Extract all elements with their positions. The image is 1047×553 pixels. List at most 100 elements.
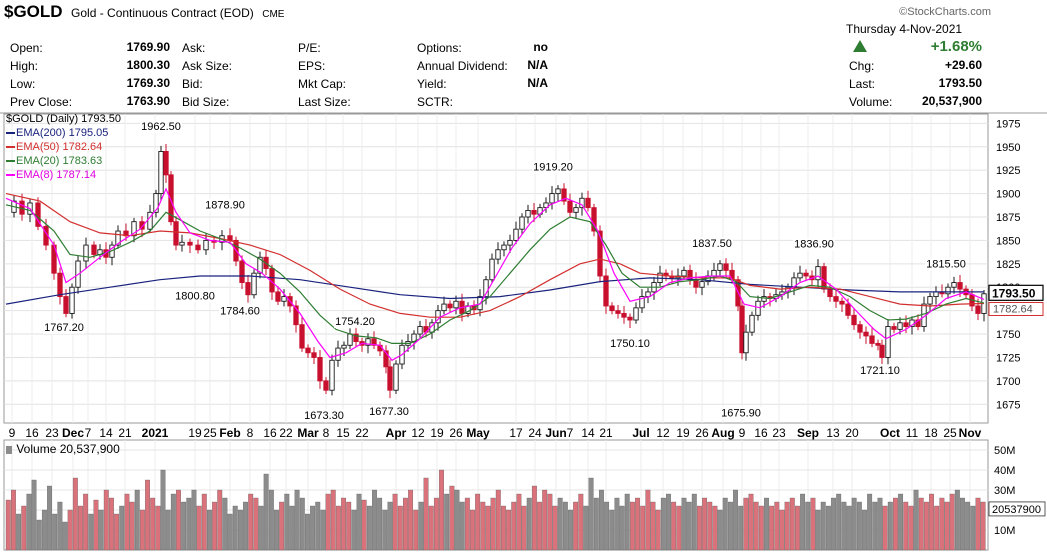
candle-body <box>609 305 615 312</box>
volume-bar <box>970 505 976 551</box>
candle-body <box>239 260 245 283</box>
y-tick-label: 1725 <box>996 352 1020 364</box>
candle-body <box>417 326 423 335</box>
volume-bar <box>583 505 589 551</box>
volume-bar <box>769 505 775 551</box>
candle-body <box>187 241 193 246</box>
volume-bar <box>686 501 692 551</box>
y-tick-label: 1750 <box>996 329 1020 341</box>
x-tick-label: 9 <box>9 426 16 440</box>
x-tick-label: 12 <box>411 426 425 440</box>
brand-watermark: ©StockCharts.com <box>899 6 991 18</box>
candle-body <box>585 197 591 209</box>
volume-bar <box>918 497 924 551</box>
volume-bar <box>310 505 316 551</box>
x-tick-label: 7 <box>567 426 574 440</box>
candle-body <box>495 249 501 260</box>
candle-body <box>179 241 185 246</box>
candle-body <box>603 275 609 307</box>
y-tick-label: 1675 <box>996 399 1020 411</box>
volume-last-tag: 20537900 <box>992 504 1041 516</box>
volume-bar <box>588 477 594 551</box>
volume-bar <box>170 493 176 551</box>
volume-bar <box>624 493 630 551</box>
mkt-cap-label: Mkt Cap: <box>298 77 347 91</box>
x-tick-label: Apr <box>386 426 407 440</box>
volume-tick-label: 10M <box>994 525 1015 537</box>
volume-bar <box>841 501 847 551</box>
candle-body <box>115 230 121 246</box>
x-tick-label: 17 <box>509 426 523 440</box>
dividend-label: Annual Dividend: <box>417 59 508 73</box>
volume-bar <box>366 505 372 551</box>
pct-change: +1.68% <box>930 38 982 55</box>
volume-bar <box>93 499 99 551</box>
candle-body <box>879 344 885 358</box>
candle-body <box>615 310 621 314</box>
open-value: 1769.90 <box>126 40 170 54</box>
candle-body <box>83 244 89 262</box>
x-tick-label: Jun <box>545 426 566 440</box>
annotation-bg <box>793 237 835 251</box>
candle-body <box>839 300 845 305</box>
candle-body <box>299 324 305 349</box>
ema8-line <box>5 187 985 362</box>
volume-bar <box>454 489 460 551</box>
volume-legend: Volume 20,537,900 <box>6 442 120 456</box>
y-tick-label: 1900 <box>996 189 1020 201</box>
ema50-tag: 1782.64 <box>993 303 1033 315</box>
volume-bar <box>903 501 909 551</box>
candle-body <box>723 263 729 271</box>
price-annotation: 1750.10 <box>610 338 650 350</box>
price-annotation: 1767.20 <box>44 322 84 334</box>
volume-bar <box>134 489 140 551</box>
volume-bar <box>599 489 604 551</box>
candle-body <box>371 338 377 346</box>
volume-bar <box>129 501 135 551</box>
volume-bar <box>114 513 120 551</box>
bid-size-label: Bid Size: <box>182 95 230 109</box>
ema50-line <box>5 193 985 318</box>
x-tick-label: 13 <box>826 426 840 440</box>
chart-legend: $GOLD (Daily) 1793.50 <box>6 113 121 125</box>
volume-bar <box>372 489 377 551</box>
volume-bar <box>820 501 826 551</box>
chg-value: +29.60 <box>944 58 982 72</box>
x-tick-label: 22 <box>279 426 293 440</box>
price-annotation: 1673.30 <box>304 410 344 422</box>
volume-bar <box>547 493 553 551</box>
price-annotation: 1721.10 <box>860 365 900 377</box>
candle-body <box>699 281 705 288</box>
x-tick-label: 16 <box>754 426 768 440</box>
volume-bar <box>521 505 527 551</box>
candle-body <box>441 303 447 312</box>
candle-body <box>507 239 513 246</box>
volume-bar <box>237 509 243 551</box>
sctr-label: SCTR: <box>417 95 453 109</box>
chart-title: $GOLD Gold - Continuous Contract (EOD) C… <box>4 2 284 22</box>
x-tick-label: 19 <box>188 426 202 440</box>
volume-bar <box>351 509 357 551</box>
x-tick-label: 26 <box>449 426 463 440</box>
volume-bar <box>289 505 295 551</box>
volume-bar <box>779 509 785 551</box>
volume-bar <box>949 493 955 551</box>
candle-body <box>393 363 399 391</box>
volume-bar <box>227 513 233 551</box>
volume-bar <box>573 501 579 551</box>
price-annotation: 1800.80 <box>175 290 215 302</box>
volume-bar <box>707 501 713 551</box>
volume-bar <box>614 497 620 551</box>
volume-bar <box>67 509 73 551</box>
candle-body <box>329 359 335 391</box>
price-annotation: 1677.30 <box>369 406 409 418</box>
volume-bar <box>650 501 656 551</box>
volume-bar <box>274 509 279 551</box>
volume-bar <box>232 505 238 551</box>
candle-body <box>275 291 281 302</box>
volume-bar <box>568 509 573 551</box>
volume-bar <box>877 497 883 551</box>
x-tick-label: 2021 <box>142 426 169 440</box>
volume-bar <box>980 501 986 551</box>
candle-body <box>353 333 359 342</box>
